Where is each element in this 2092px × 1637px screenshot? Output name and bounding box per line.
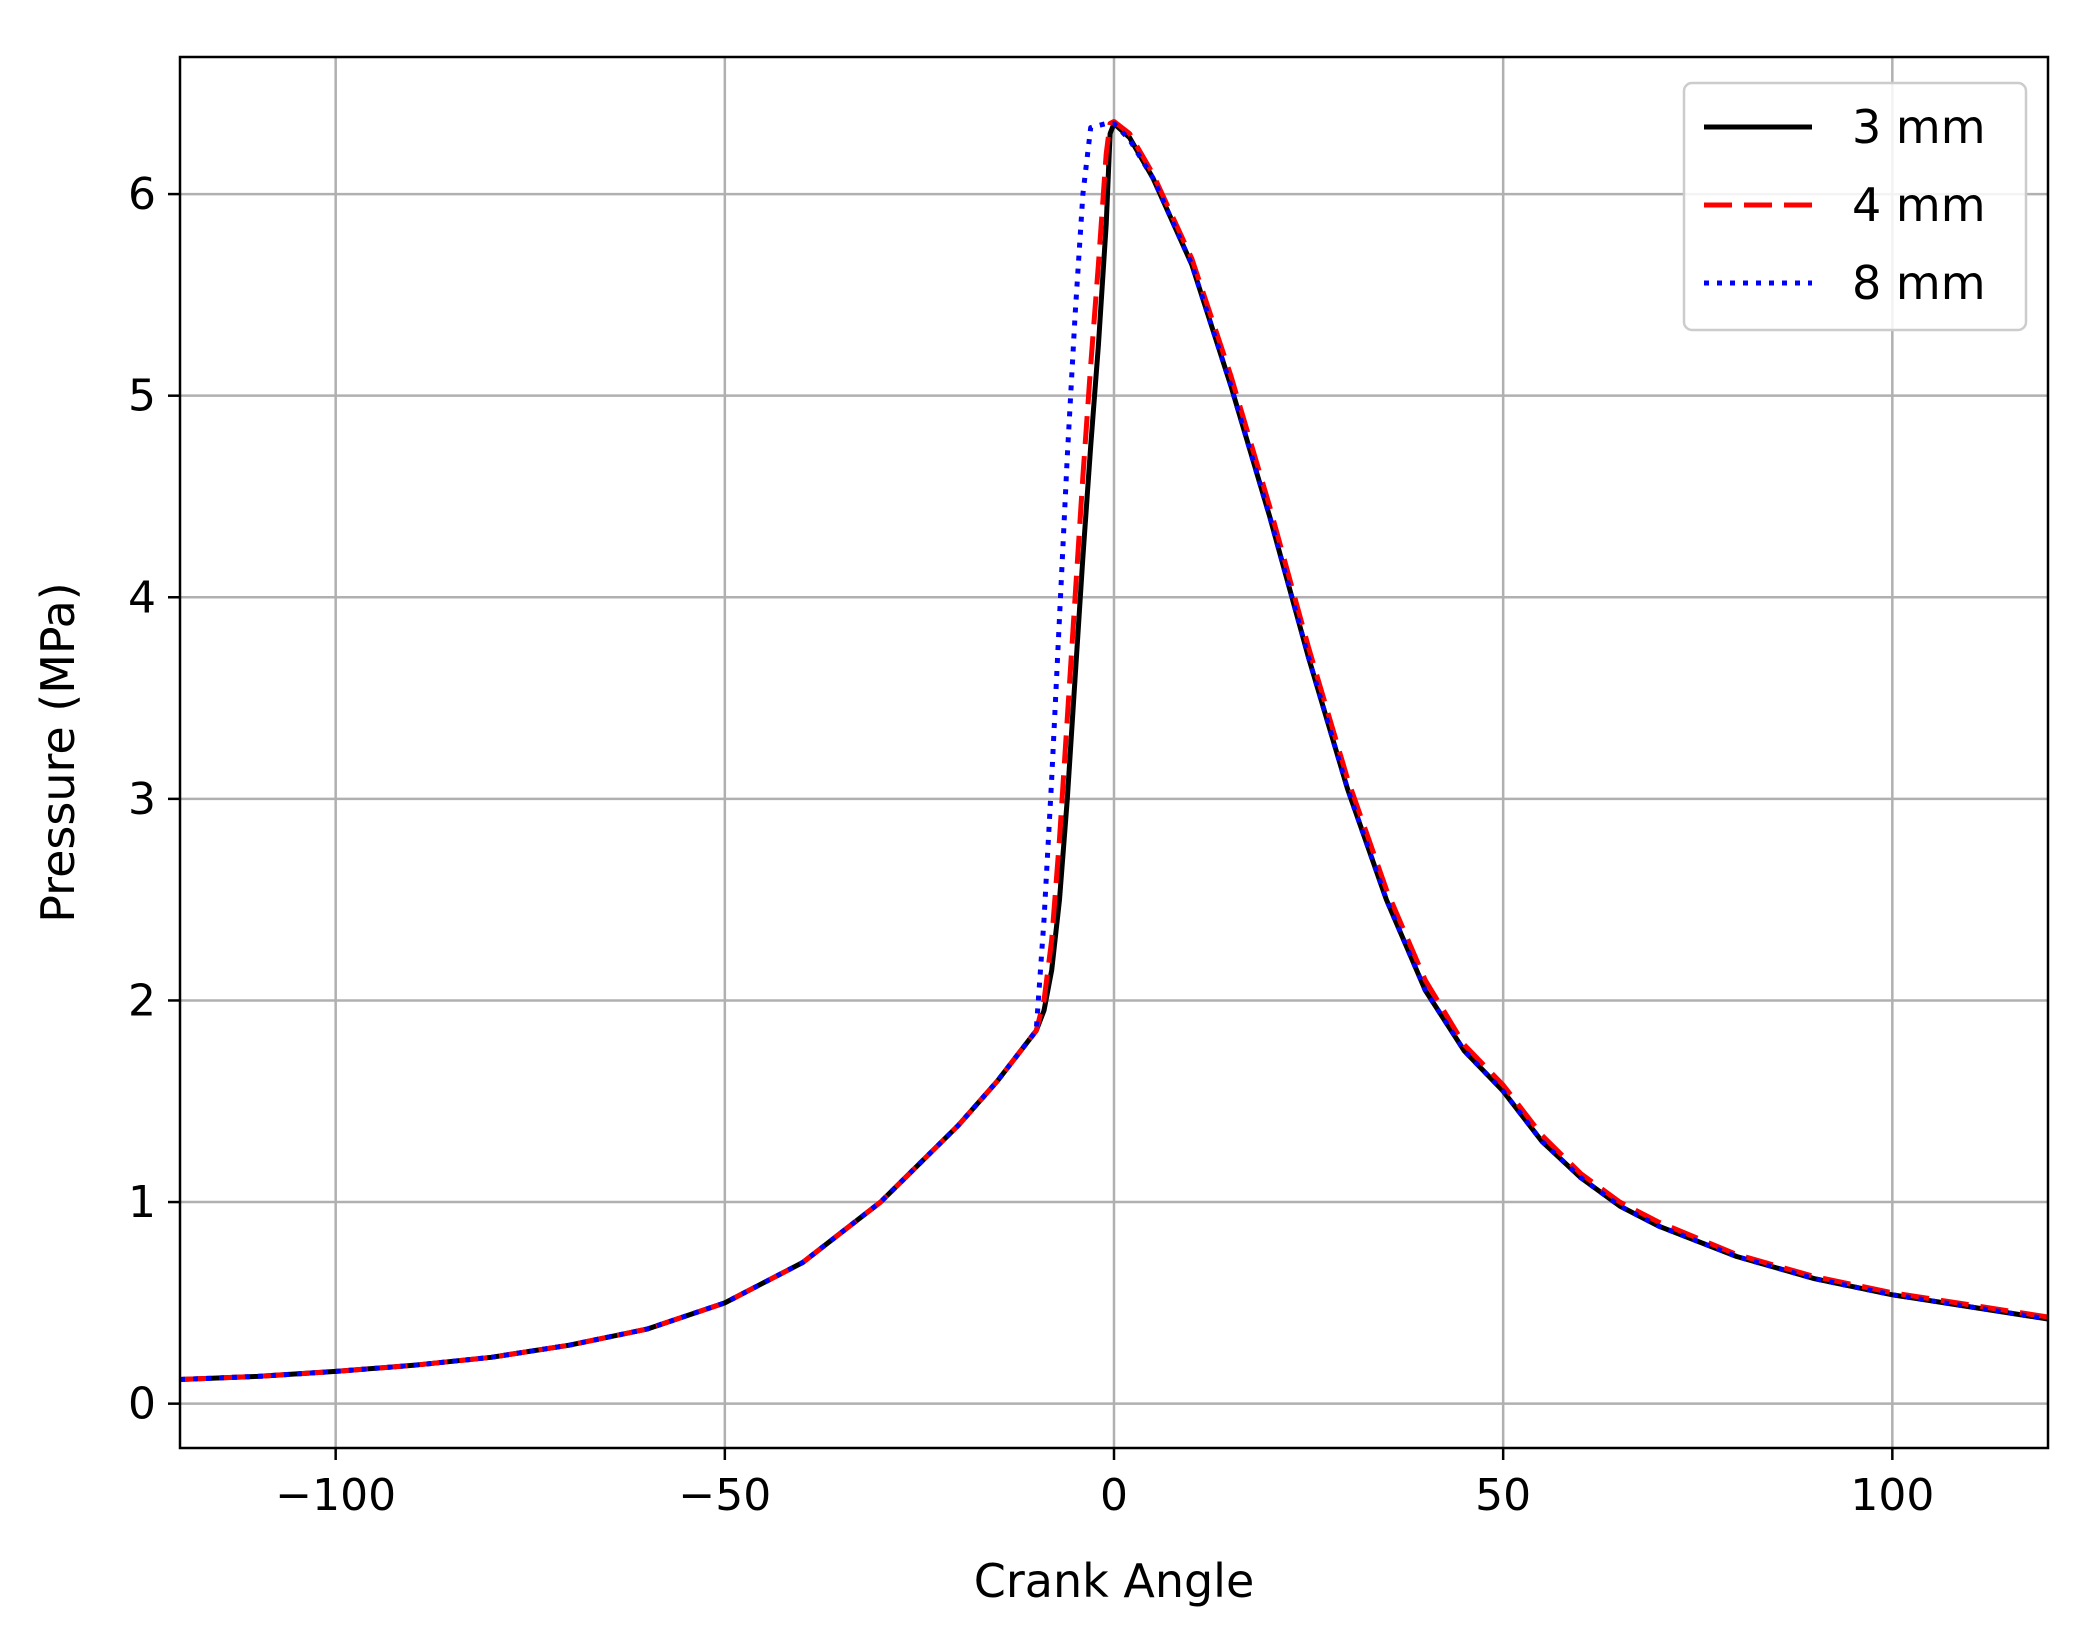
legend: 3 mm 4 mm 8 mm bbox=[1682, 81, 2028, 332]
y-tick-label-6: 6 bbox=[128, 169, 156, 220]
x-tick-label-2: 0 bbox=[1100, 1470, 1128, 1521]
legend-label-0: 3 mm bbox=[1852, 100, 1986, 154]
y-tick-label-3: 3 bbox=[128, 774, 156, 825]
y-tick-label-5: 5 bbox=[128, 371, 156, 422]
y-tick-label-1: 1 bbox=[128, 1177, 156, 1228]
y-tick-label-0: 0 bbox=[128, 1379, 156, 1430]
y-tick-label-4: 4 bbox=[128, 572, 156, 623]
legend-box bbox=[1682, 81, 2028, 332]
legend-label-2: 8 mm bbox=[1852, 256, 1986, 310]
y-axis-label: Pressure (MPa) bbox=[31, 582, 85, 923]
series-line-8-mm bbox=[179, 121, 2049, 1382]
x-tick-label-1: −50 bbox=[678, 1470, 771, 1521]
series-layer bbox=[179, 119, 2049, 1382]
x-tick-label-4: 100 bbox=[1850, 1470, 1934, 1521]
y-tick-label-2: 2 bbox=[128, 975, 156, 1026]
x-axis-label: Crank Angle bbox=[974, 1554, 1255, 1608]
grid bbox=[180, 57, 2048, 1448]
x-tick-label-0: −100 bbox=[275, 1470, 396, 1521]
ticks-layer: −100 −50 0 50 100 0 1 2 3 4 5 6 bbox=[128, 169, 1934, 1521]
legend-label-1: 4 mm bbox=[1852, 178, 1986, 232]
x-tick-label-3: 50 bbox=[1475, 1470, 1531, 1521]
series-line-4-mm bbox=[179, 119, 2049, 1382]
